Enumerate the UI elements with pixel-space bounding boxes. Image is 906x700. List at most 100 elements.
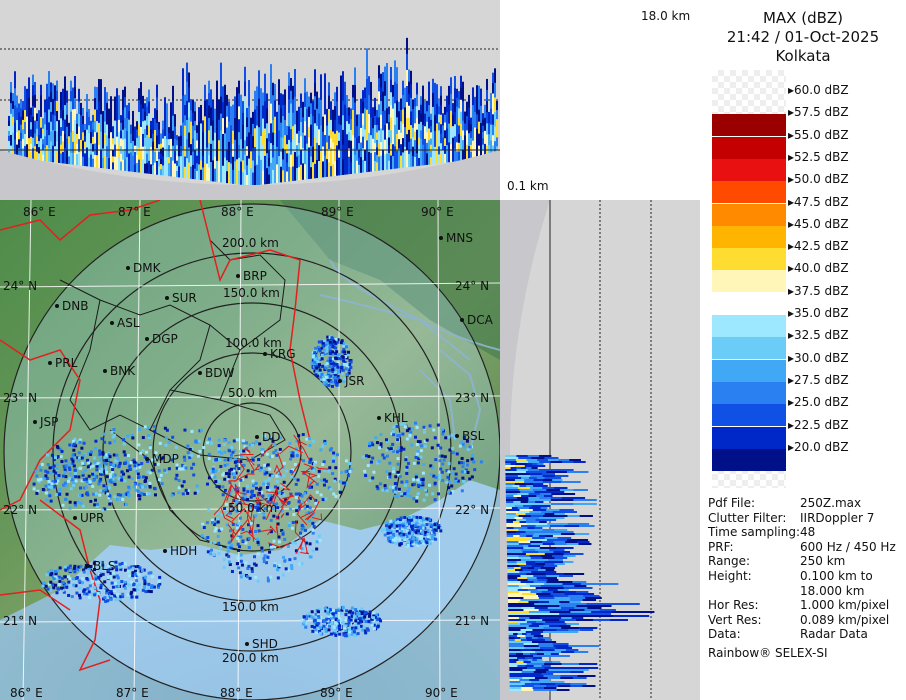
lon-label-86: 86° E (23, 205, 56, 219)
lon-label-86-bottom: 86° E (10, 686, 43, 700)
bottom-height-label: 0.1 km (507, 179, 549, 193)
range-rings (3, 203, 500, 700)
info-value: 0.089 km/pixel (800, 612, 890, 627)
right-cross-section (500, 200, 700, 700)
legend-swatch (712, 225, 786, 248)
place-label: BDW (205, 366, 234, 380)
place-label: DMK (133, 261, 162, 275)
top-cross-section (0, 0, 500, 200)
info-value: IIRDoppler 7 (800, 510, 875, 525)
place-label: BRP (243, 269, 267, 283)
legend-swatch (712, 292, 786, 315)
place-marker (86, 564, 90, 568)
top-cross-section-plot (0, 37, 500, 200)
info-key: Height: (708, 569, 752, 583)
lon-label-88: 88° E (221, 205, 254, 219)
legend-label: ▸47.5 dBZ (788, 194, 849, 209)
legend-label: ▸60.0 dBZ (788, 83, 849, 97)
legend-label: ▸30.0 dBZ (788, 350, 849, 365)
place-marker (126, 266, 130, 270)
legend-label: ▸50.0 dBZ (788, 172, 849, 187)
info-value: 48 (800, 525, 816, 540)
info-value: Radar Data (800, 627, 868, 642)
info-key: PRF: (708, 539, 734, 554)
place-marker (460, 318, 464, 322)
range-label-50-north: 50.0 km (228, 386, 277, 400)
outside-coverage (0, 200, 500, 700)
lon-label-89-bottom: 89° E (320, 686, 353, 700)
place-label: UPR (80, 511, 104, 525)
lat-label-24-left: 24° N (3, 279, 37, 293)
lat-label-23-left: 23° N (3, 391, 37, 405)
place-label: MNS (446, 231, 473, 245)
top-earth-curve (0, 150, 500, 200)
range-label-50-south: 50.0 km (228, 501, 277, 515)
place-label: JSR (344, 374, 365, 388)
info-value: 0.100 km to (800, 569, 873, 583)
legend-top-blank (712, 70, 786, 114)
place-label: BLS (93, 559, 116, 573)
lat-label-23-right: 23° N (455, 391, 489, 405)
legend-label: ▸52.5 dBZ (788, 149, 849, 164)
place-marker (110, 321, 114, 325)
legend-label: ▸57.5 dBZ (788, 105, 849, 120)
place-marker (33, 420, 37, 424)
place-label: JSP (39, 415, 58, 429)
lon-label-88-bottom: 88° E (220, 686, 253, 700)
place-marker (163, 549, 167, 553)
station-label: Kolkata (775, 47, 831, 65)
lon-label-89: 89° E (321, 205, 354, 219)
place-label: PRL (55, 356, 78, 370)
lat-label-24-right: 24° N (455, 279, 489, 293)
legend-swatch (712, 270, 786, 293)
range-label-150-north: 150.0 km (223, 286, 280, 300)
right-cross-section-plot (500, 200, 655, 700)
footer-credit: Rainbow® SELEX-SI (708, 646, 828, 660)
lon-label-87-bottom: 87° E (116, 686, 149, 700)
place-marker (165, 296, 169, 300)
place-label: DGP (152, 332, 178, 346)
legend-label: ▸25.0 dBZ (788, 395, 849, 410)
legend-label: ▸45.0 dBZ (788, 216, 849, 231)
bay-of-bengal (0, 480, 500, 700)
legend-label: ▸37.5 dBZ (788, 283, 849, 298)
legend-swatch (712, 203, 786, 226)
info-value: 600 Hz / 450 Hz (800, 539, 896, 554)
legend-swatch (712, 359, 786, 382)
legend-swatch (712, 136, 786, 159)
info-key: Time sampling: (708, 525, 801, 540)
range-label-100-north: 100.0 km (225, 336, 282, 350)
northeast-terrain (280, 200, 500, 360)
info-value: 250Z.max (800, 496, 862, 510)
place-marker (338, 379, 342, 383)
place-marker (55, 304, 59, 308)
legend-label: ▸22.5 dBZ (788, 417, 849, 432)
place-label: SHD (252, 637, 278, 651)
place-marker (145, 337, 149, 341)
legend-swatch (712, 315, 786, 337)
legend-label: ▸27.5 dBZ (788, 372, 849, 387)
corner-panel: 18.0 km 0.1 km (500, 0, 700, 200)
place-label: SUR (172, 291, 197, 305)
info-key: Range: (708, 554, 751, 569)
legend-swatch (712, 426, 786, 449)
legend-label: ▸55.0 dBZ (788, 127, 849, 142)
range-label-200-south: 200.0 km (222, 651, 279, 665)
place-marker (145, 457, 149, 461)
place-marker (377, 416, 381, 420)
place-label: DD (262, 430, 280, 444)
place-marker (255, 435, 259, 439)
radar-map-svg: DMK BRP DNB SUR ASL DGP PRL BNK BDW KRG JSP MDP JSR K… (0, 200, 500, 700)
legend-label: ▸32.5 dBZ (788, 328, 849, 343)
legend-swatch (712, 381, 786, 404)
lat-label-21-right: 21° N (455, 614, 489, 628)
state-boundaries (0, 200, 311, 672)
datetime-label: 21:42 / 01-Oct-2025 (726, 28, 880, 46)
legend-swatch (712, 158, 786, 181)
place-label: BNK (110, 364, 136, 378)
legend-swatch (712, 114, 786, 137)
info-value: 18.000 km (800, 583, 865, 598)
info-key: Pdf File: (708, 496, 756, 510)
place-label: ASL (117, 316, 140, 330)
place-label: DNB (62, 299, 88, 313)
